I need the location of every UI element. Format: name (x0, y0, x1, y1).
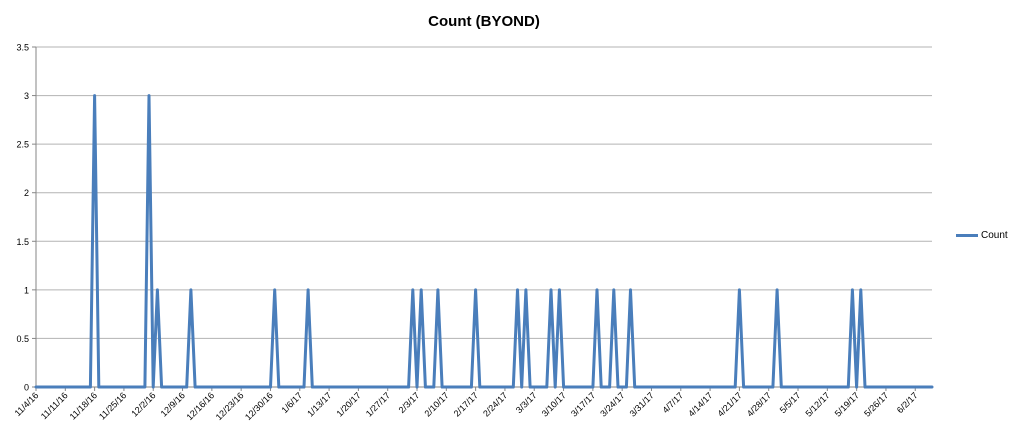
series-line-count (34, 94, 934, 389)
x-tick-label: 5/26/17 (862, 390, 890, 418)
chart-title: Count (BYOND) (428, 13, 540, 30)
x-tick-label: 12/30/16 (243, 390, 275, 422)
x-tick-label: 6/2/17 (895, 390, 920, 415)
legend-swatch (956, 234, 978, 237)
x-tick-label: 12/9/16 (159, 390, 187, 418)
x-tick-label: 11/11/16 (39, 390, 70, 421)
x-tick-label: 1/13/17 (305, 390, 333, 418)
x-tick-label: 2/17/17 (452, 390, 480, 418)
x-tick-label: 3/3/17 (514, 390, 539, 415)
x-tick-label: 3/24/17 (598, 390, 626, 418)
legend-label: Count (981, 230, 1008, 241)
axes (32, 46, 932, 391)
x-tick-label: 4/21/17 (716, 390, 744, 418)
x-tick-label: 5/12/17 (803, 390, 831, 418)
legend: Count (956, 230, 1008, 241)
y-tick-label: 1 (24, 285, 29, 295)
y-tick-labels: 0 0.5 1 1.5 2 2.5 3 3.5 (16, 43, 29, 393)
x-tick-label: 3/31/17 (628, 390, 656, 418)
x-tick-label: 12/16/16 (184, 390, 216, 422)
x-tick-label: 4/7/17 (660, 390, 685, 415)
y-tick-label: 0.5 (16, 334, 29, 344)
x-tick-label: 3/10/17 (540, 390, 568, 418)
gridlines (36, 46, 932, 339)
x-tick-label: 1/6/17 (279, 390, 304, 415)
x-tick-label: 12/2/16 (129, 390, 157, 418)
x-tick-label: 1/27/17 (364, 390, 392, 418)
x-tick-label: 4/28/17 (745, 390, 773, 418)
x-tick-label: 11/4/16 (13, 390, 41, 418)
x-tick-label: 11/25/16 (97, 390, 128, 421)
x-tick-label: 1/20/17 (335, 390, 363, 418)
x-tick-label: 5/5/17 (778, 390, 803, 415)
y-tick-label: 2.5 (16, 140, 29, 150)
y-tick-label: 0 (24, 383, 29, 393)
series-lines (34, 94, 934, 389)
x-tick-label: 2/10/17 (422, 390, 450, 418)
x-tick-label: 2/3/17 (397, 390, 422, 415)
x-tick-label: 4/14/17 (686, 390, 714, 418)
y-tick-label: 1.5 (16, 237, 29, 247)
x-tick-label: 3/17/17 (569, 390, 597, 418)
x-tick-label: 5/19/17 (833, 390, 861, 418)
x-tick-label: 11/18/16 (68, 390, 99, 421)
y-tick-label: 3.5 (16, 43, 29, 53)
y-tick-label: 2 (24, 188, 29, 198)
x-tick-label: 12/23/16 (214, 390, 246, 422)
x-tick-label: 2/24/17 (481, 390, 509, 418)
y-tick-label: 3 (24, 91, 29, 101)
